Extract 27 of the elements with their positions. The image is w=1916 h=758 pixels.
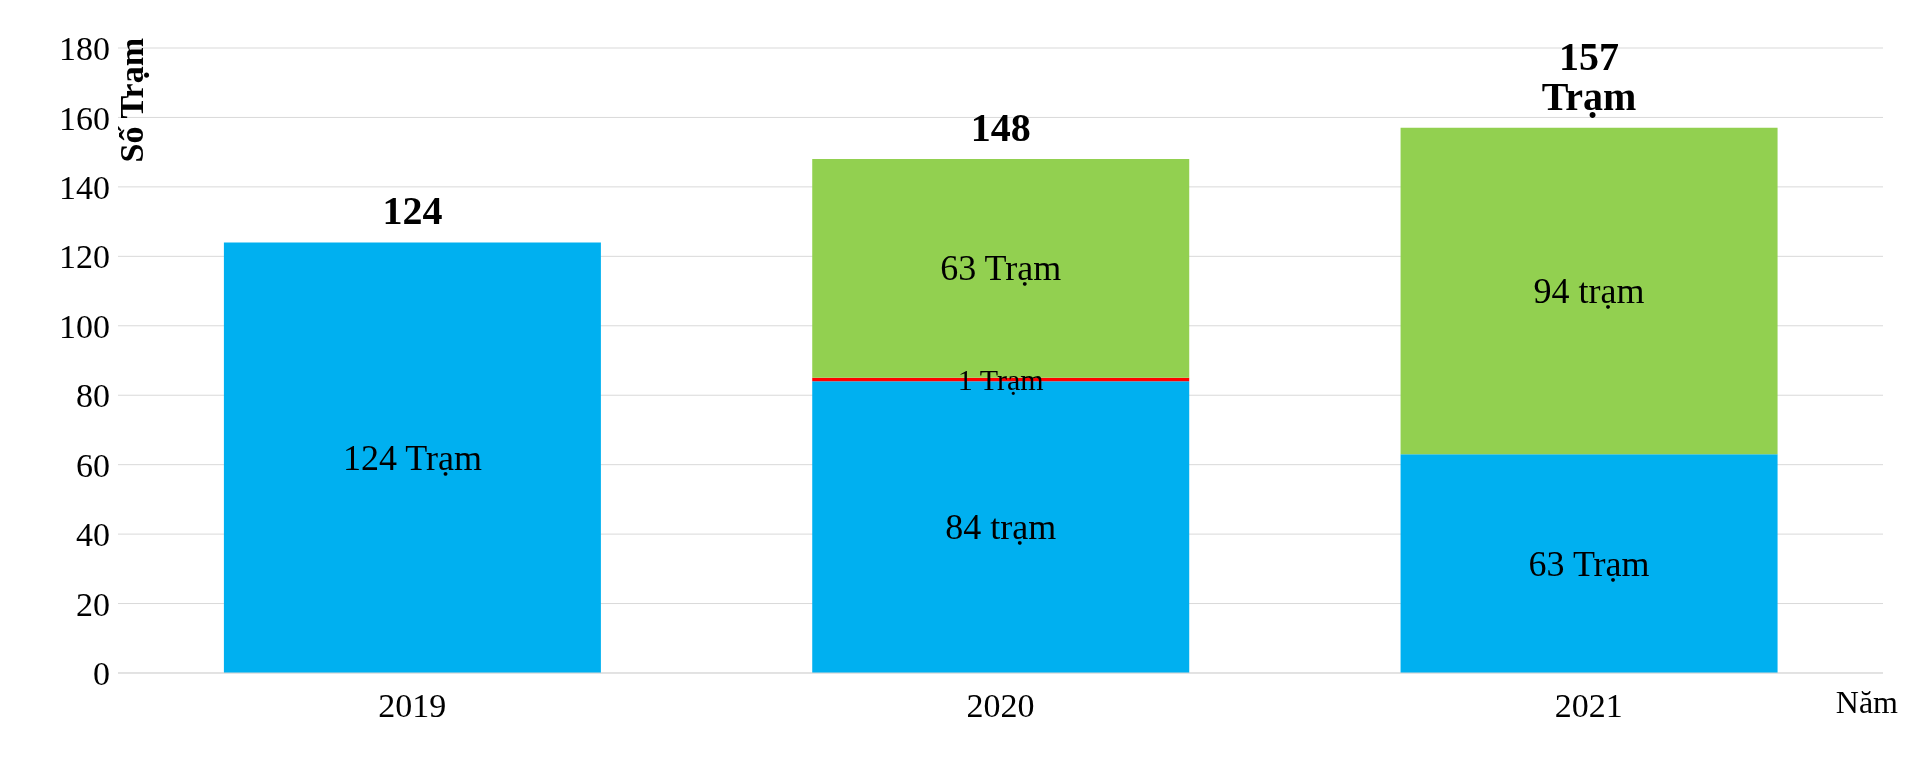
total-label: 124 bbox=[382, 188, 443, 234]
y-tick-label: 120 bbox=[59, 238, 110, 276]
data-label: 94 trạm bbox=[1533, 271, 1645, 312]
y-tick-label: 20 bbox=[76, 585, 110, 623]
data-label: 1 Trạm bbox=[957, 363, 1044, 397]
y-tick-label: 160 bbox=[59, 99, 110, 137]
y-tick-label: 80 bbox=[76, 377, 110, 415]
y-tick-label: 180 bbox=[59, 30, 110, 68]
x-tick-label: 2021 bbox=[1554, 687, 1623, 725]
bar bbox=[223, 242, 601, 673]
x-tick-label: 2020 bbox=[966, 687, 1035, 725]
y-tick-label: 40 bbox=[76, 516, 110, 554]
data-label: 84 trạm bbox=[945, 507, 1057, 548]
bar bbox=[1400, 454, 1778, 673]
y-tick-label: 100 bbox=[59, 307, 110, 345]
y-tick-label: 60 bbox=[76, 446, 110, 484]
y-axis-title: Số Trạm bbox=[113, 38, 150, 163]
total-label: 157 Trạm bbox=[1541, 33, 1637, 119]
y-tick-label: 0 bbox=[93, 655, 110, 693]
y-tick-label: 140 bbox=[59, 168, 110, 206]
x-tick-label: 2019 bbox=[378, 687, 447, 725]
x-axis-title: Năm bbox=[1835, 684, 1899, 720]
data-label: 63 Trạm bbox=[1528, 543, 1650, 584]
bar bbox=[1400, 127, 1778, 455]
data-label: 63 Trạm bbox=[940, 248, 1062, 289]
total-label: 148 bbox=[970, 105, 1031, 151]
data-label: 124 Trạm bbox=[342, 437, 482, 478]
